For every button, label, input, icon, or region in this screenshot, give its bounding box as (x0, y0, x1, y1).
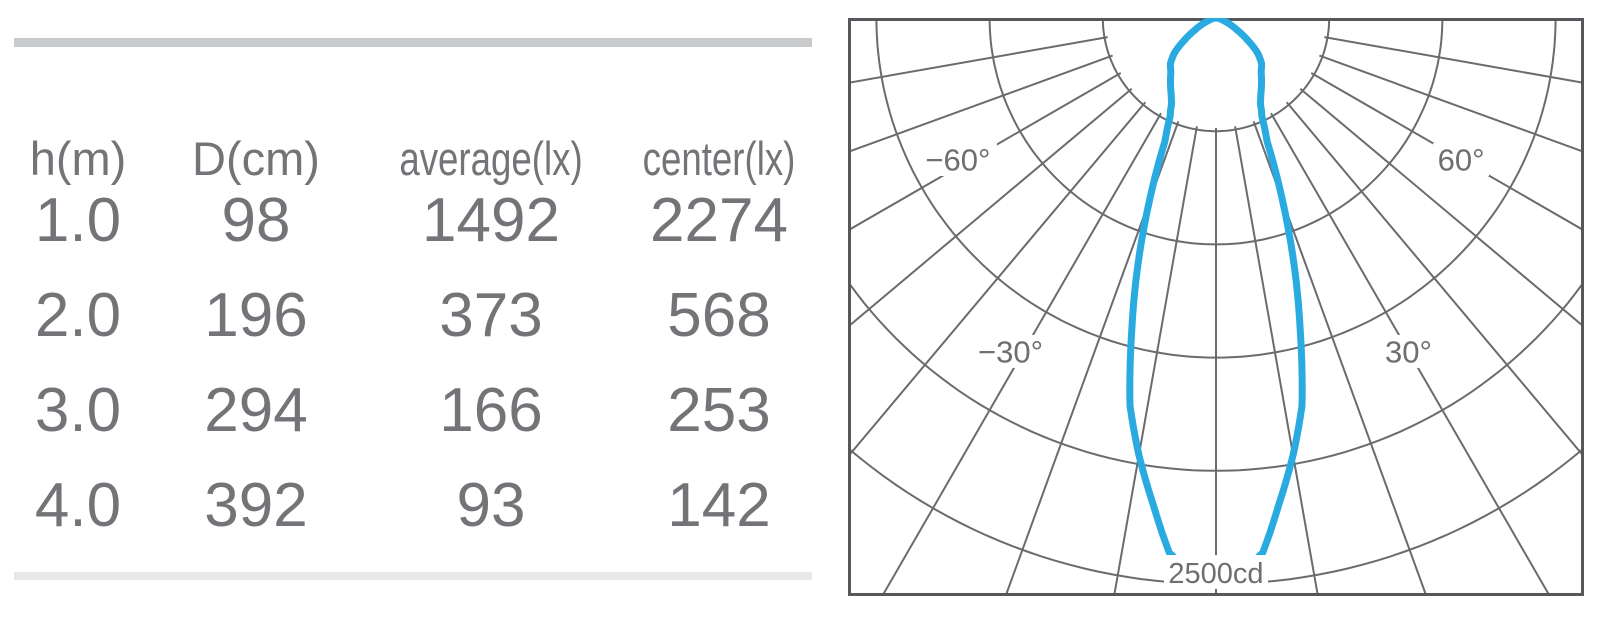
table-row: 1.0 98 1492 2274 (0, 180, 812, 260)
polar-chart-svg: −60° 60° −30° 30° 2500cd (848, 18, 1584, 596)
photometric-table: h(m) D(cm) average(lx) center(lx) 1.0 98 1492 2… (0, 118, 812, 545)
angle-label--60: −60° (925, 143, 990, 178)
angle-label-mask (971, 334, 1050, 368)
grid-radial-line-20deg (1252, 121, 1428, 596)
table-row: 2.0 196 373 568 (0, 275, 812, 355)
grid-radial-line-70deg (1319, 54, 1584, 154)
grid-radial-line--70deg (848, 54, 1113, 154)
table-cell: 93 (456, 470, 526, 540)
grid-radial-line-80deg (1324, 36, 1584, 84)
angle-label-30: 30° (1385, 334, 1432, 369)
grid-ring-arc-500cd (1101, 18, 1331, 133)
grid-radial-line-40deg (1285, 101, 1584, 459)
header-cell-hm: h(m) (29, 131, 127, 185)
table-cell: 196 (204, 280, 308, 350)
grid-radial-line-30deg (1270, 112, 1551, 596)
table-cell: 1492 (422, 185, 560, 255)
grid-radial-line--10deg (1113, 126, 1198, 596)
table-cell: 142 (667, 470, 771, 540)
table-cell: 98 (221, 185, 291, 255)
table-row: 4.0 392 93 142 (0, 465, 812, 545)
grid-radial-line--30deg (881, 112, 1162, 596)
header-cell-Dcm: D(cm) (192, 131, 320, 185)
polar-intensity-chart: −60° 60° −30° 30° 2500cd (848, 18, 1584, 596)
angle-label-mask (1433, 143, 1490, 176)
table-cell: 3.0 (34, 375, 122, 445)
table-cell: 392 (204, 470, 308, 540)
table-cell: 2274 (650, 185, 788, 255)
table-cell: 294 (204, 375, 308, 445)
grid-radial-line-60deg (1310, 72, 1584, 232)
angle-label-60: 60° (1438, 143, 1485, 178)
max-candela-label-mask (1164, 555, 1268, 589)
grid-radial-line--80deg (848, 36, 1108, 84)
grid-radial-line--20deg (1004, 121, 1180, 596)
bottom-divider-rule (14, 572, 812, 580)
table-cell: 568 (667, 280, 771, 350)
table-cell: 4.0 (34, 470, 122, 540)
top-divider-rule (14, 38, 812, 47)
table-row: 3.0 294 166 253 (0, 370, 812, 450)
table-cell: 373 (439, 280, 543, 350)
grid-radial-line--60deg (848, 72, 1122, 232)
table-cell: 166 (439, 375, 543, 445)
grid-radial-line--40deg (848, 101, 1147, 459)
table-cell: 1.0 (34, 185, 122, 255)
angle-label-mask (1380, 334, 1437, 368)
table-header-row: h(m) D(cm) average(lx) center(lx) (0, 118, 812, 198)
header-cell-averagelx: average(lx) (399, 131, 583, 185)
angle-label-mask (918, 143, 997, 176)
header-cell-centerlx: center(lx) (642, 131, 796, 185)
angle-label--30: −30° (978, 334, 1043, 369)
grid-radial-line-50deg (1299, 87, 1584, 329)
table-cell: 2.0 (34, 280, 122, 350)
grid-radial-line--50deg (848, 87, 1133, 329)
table-cell: 253 (667, 375, 771, 445)
grid-radial-line-10deg (1234, 126, 1319, 596)
max-candela-label: 2500cd (1168, 558, 1263, 590)
